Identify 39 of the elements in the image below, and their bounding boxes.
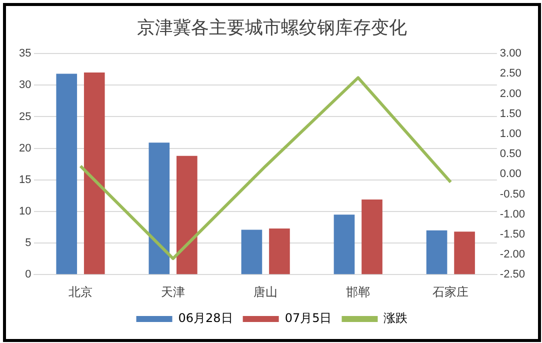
- legend-label: 涨跌: [384, 311, 408, 326]
- y2-tick-label: 3.00: [500, 48, 522, 60]
- y2-tick-label: -2.00: [500, 248, 526, 261]
- legend-label: 06月28日: [178, 311, 233, 326]
- bar: [334, 214, 355, 274]
- bar: [426, 230, 448, 274]
- y-tick-label: 5: [25, 237, 32, 250]
- chart-title: 京津冀各主要城市螺纹钢库存变化: [137, 17, 407, 38]
- y2-tick-label: 0.00: [500, 168, 522, 180]
- x-tick-label: 石家庄: [432, 284, 469, 299]
- y-tick-label: 25: [18, 110, 32, 123]
- bar: [176, 156, 198, 274]
- bar: [241, 230, 262, 274]
- x-tick-label: 唐山: [254, 284, 278, 299]
- bar: [454, 232, 475, 274]
- x-tick-label: 北京: [68, 284, 93, 299]
- bar: [269, 228, 290, 274]
- y2-tick-label: -1.00: [500, 208, 526, 220]
- y-tick-label: 20: [18, 142, 32, 154]
- y2-tick-label: 2.50: [500, 68, 522, 80]
- legend-label: 07月5日: [284, 311, 332, 326]
- y2-tick-label: 2.00: [500, 88, 522, 100]
- y2-tick-label: -0.50: [500, 188, 526, 200]
- bar: [56, 74, 78, 274]
- bar: [362, 199, 382, 274]
- y2-tick-label: 1.00: [500, 128, 522, 140]
- y2-tick-label: -2.50: [500, 268, 526, 281]
- y-tick-label: 0: [25, 268, 32, 281]
- bar: [84, 72, 105, 274]
- y-tick-label: 10: [18, 205, 32, 218]
- bar: [148, 142, 170, 274]
- y-tick-label: 35: [18, 48, 32, 60]
- y-tick-label: 30: [18, 79, 32, 92]
- x-tick-label: 邯郸: [346, 284, 370, 299]
- y-tick-label: 15: [18, 174, 32, 186]
- y2-tick-label: -1.50: [500, 228, 526, 240]
- x-tick-label: 天津: [161, 284, 186, 299]
- y2-tick-label: 1.50: [500, 108, 522, 120]
- y2-tick-label: 0.50: [500, 148, 522, 160]
